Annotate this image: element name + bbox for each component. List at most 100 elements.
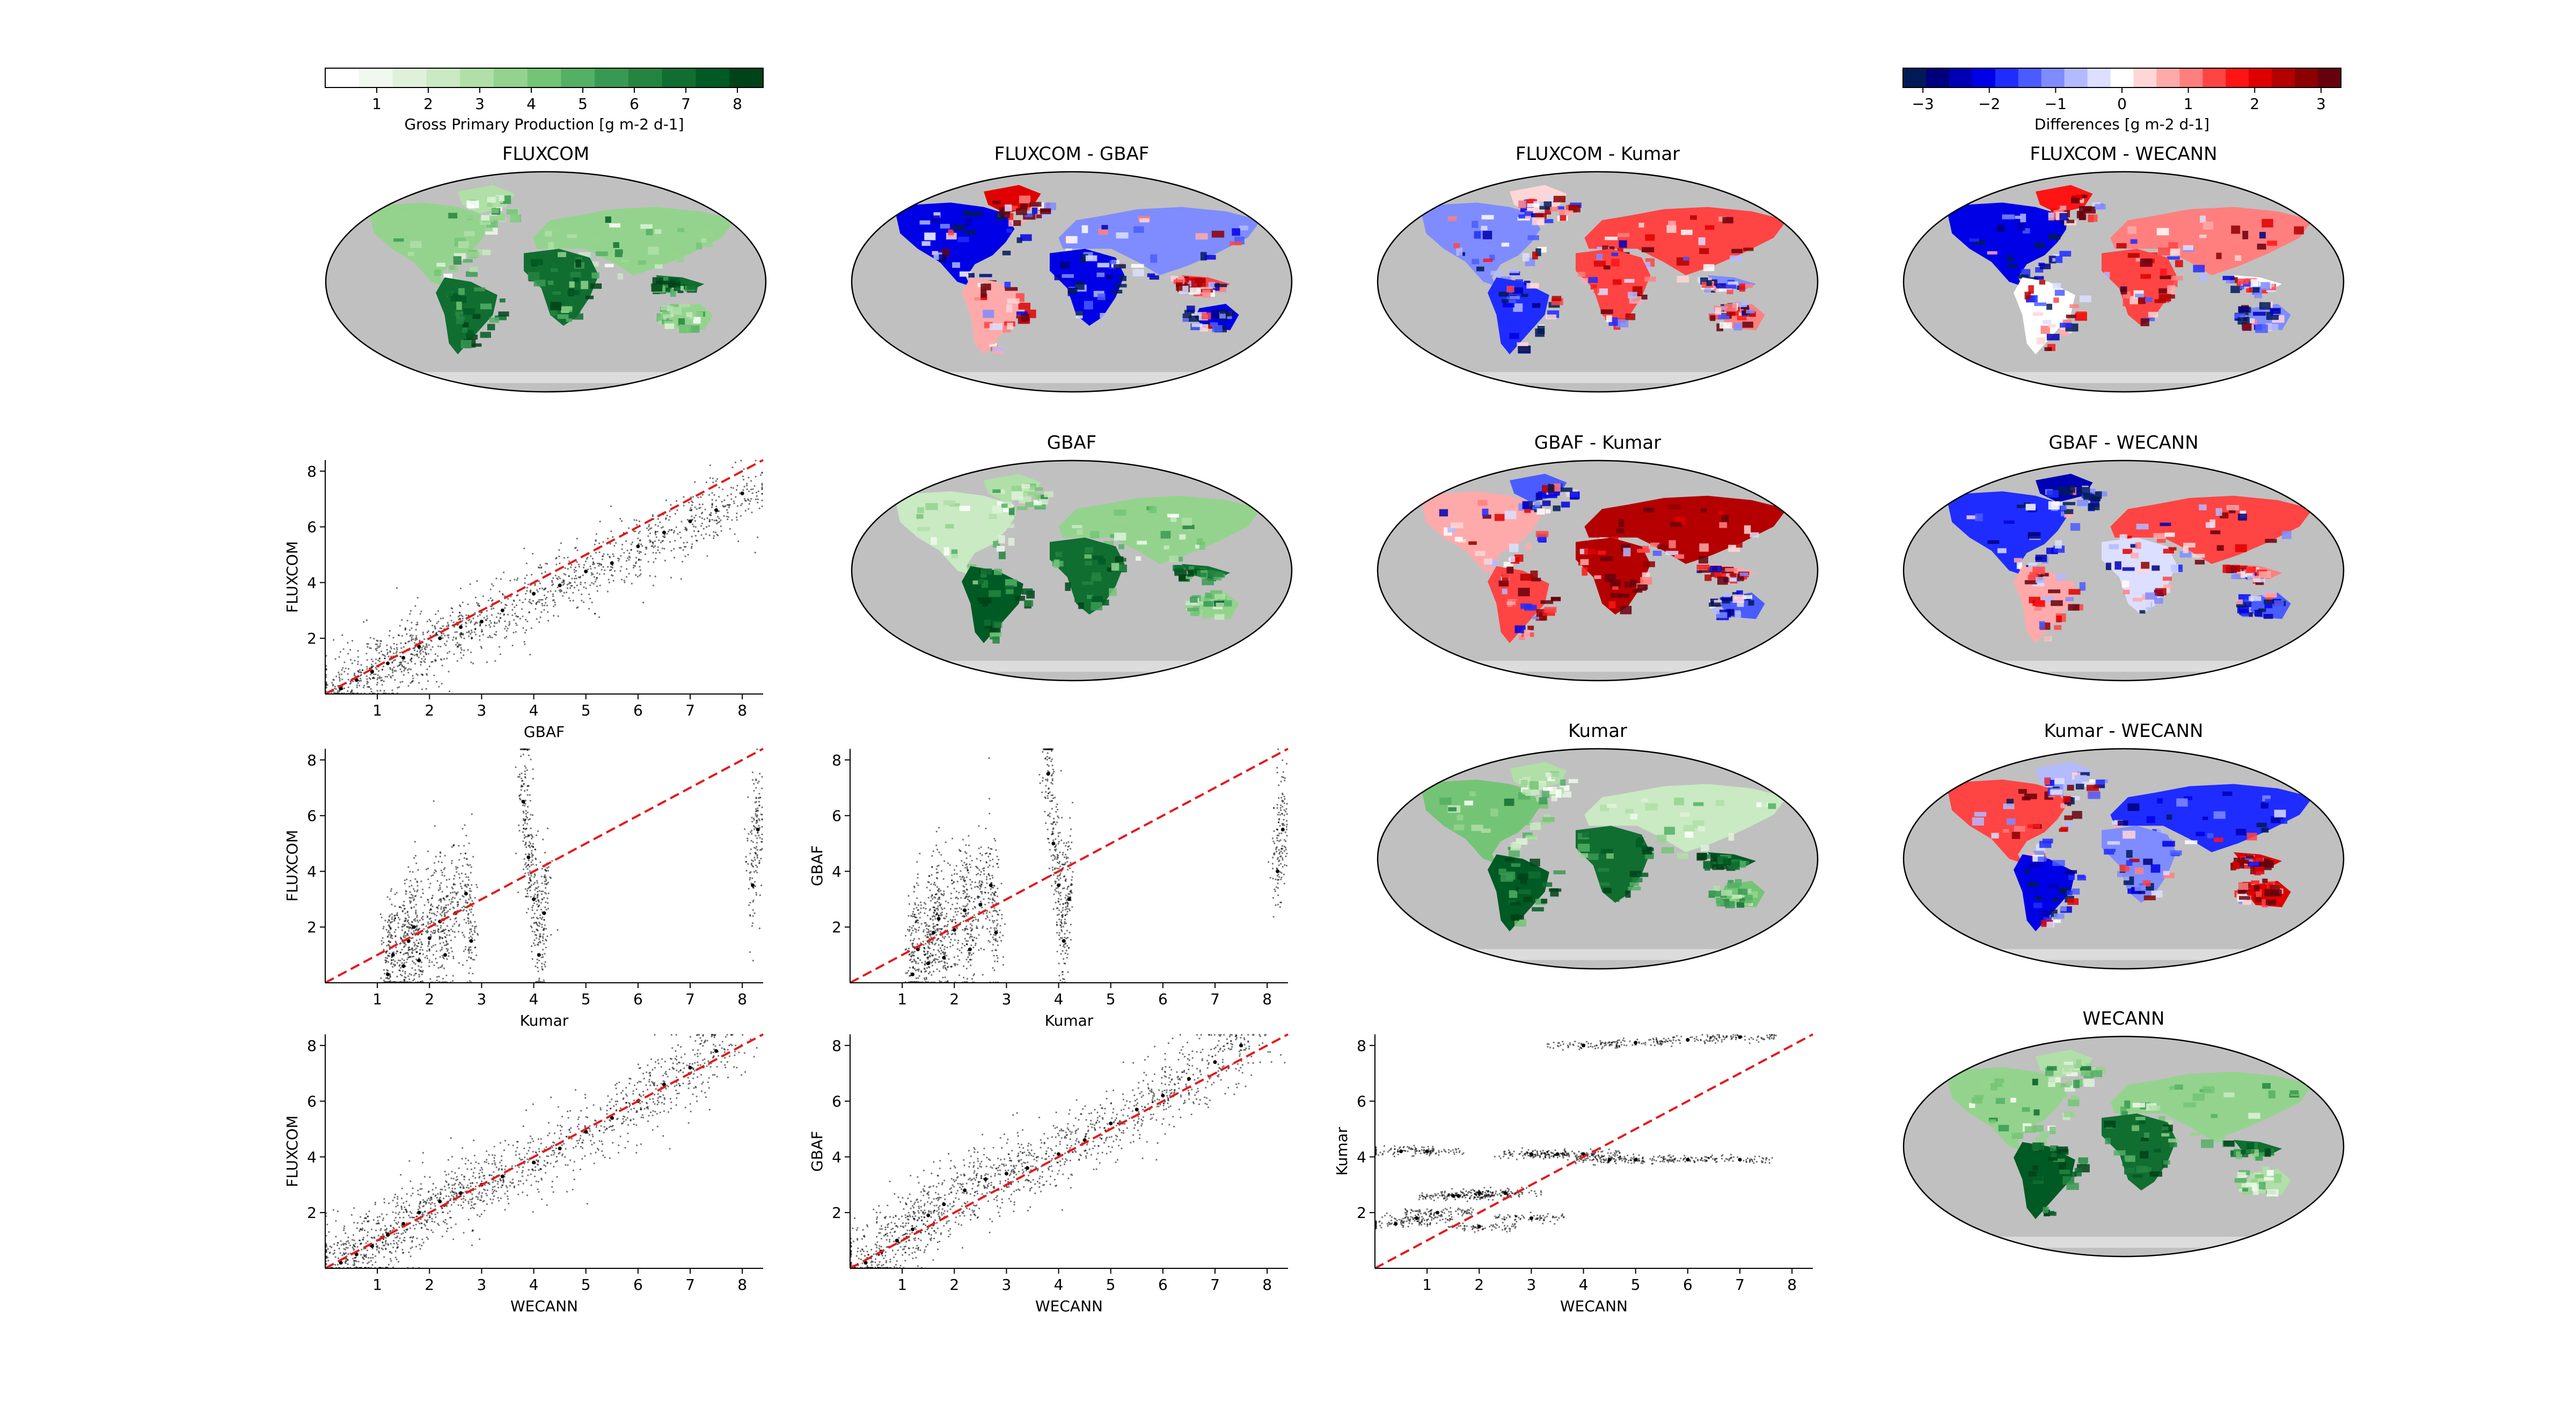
land-pixel [1699, 543, 1709, 552]
land-pixel [447, 291, 453, 297]
land-pixel [533, 279, 546, 287]
land-pixel [2134, 867, 2144, 874]
land-pixel [1132, 269, 1144, 276]
land-pixel [2015, 839, 2022, 846]
land-pixel [1200, 252, 1207, 261]
land-pixel [2192, 1093, 2205, 1101]
land-pixel [2050, 1126, 2056, 1134]
land-pixel [2141, 561, 2150, 569]
y-tick-label: 2 [307, 630, 317, 647]
land-pixel [1717, 576, 1728, 585]
land-pixel [2139, 610, 2146, 614]
land-pixel [1054, 274, 1067, 281]
land-pixel [2257, 288, 2268, 294]
land-pixel [2080, 295, 2091, 303]
land-pixel [2264, 889, 2273, 896]
colorbar-tick-label: 1 [2184, 95, 2193, 113]
land-pixel [2253, 578, 2265, 582]
scatter-point [968, 947, 972, 952]
land-pixel [2072, 810, 2082, 819]
land-pixel [2223, 1092, 2235, 1098]
land-pixel [1974, 812, 1987, 817]
land-pixel [1439, 509, 1448, 517]
land-pixel [1699, 556, 1708, 564]
globe-outline [1902, 171, 2345, 393]
scatter-point [1456, 1194, 1460, 1198]
land-pixel [2146, 816, 2155, 823]
land-pixel [1545, 206, 1552, 215]
land-pixel [2167, 285, 2176, 294]
land-pixel [2018, 788, 2027, 794]
land-pixel [1502, 588, 1507, 595]
scatter-point [417, 1210, 421, 1215]
map-title: FLUXCOM - Kumar [1516, 143, 1680, 165]
land-pixel [1580, 853, 1589, 858]
land-pixel [2028, 285, 2034, 294]
reference-line-1to1 [325, 748, 764, 984]
x-tick-label: 2 [949, 990, 959, 1008]
land-pixel [1716, 812, 1725, 815]
land-pixel [1568, 779, 1578, 783]
land-pixel [1677, 275, 1689, 283]
land-pixel [1183, 278, 1196, 282]
land-region [2110, 495, 2313, 564]
map-title: FLUXCOM [502, 143, 589, 165]
land-pixel [2104, 849, 2116, 855]
land-pixel [2132, 597, 2142, 602]
land-pixel [2080, 1066, 2091, 1071]
land-pixel [1728, 281, 1738, 287]
land-pixel [2038, 262, 2045, 266]
land-pixel [1737, 795, 1745, 802]
land-pixel [970, 211, 983, 217]
land-pixel [1475, 551, 1485, 556]
land-pixel [2234, 313, 2245, 318]
land-pixel [964, 230, 976, 235]
land-pixel [2068, 589, 2081, 595]
land-pixel [1100, 313, 1106, 318]
land-pixel [1725, 284, 1737, 289]
land-pixel [2024, 291, 2031, 300]
land-pixel [2051, 207, 2057, 213]
land-pixel [1564, 210, 1574, 216]
land-pixel [1696, 852, 1707, 857]
land-pixel [978, 579, 984, 584]
scatter-point [521, 800, 525, 804]
land-pixel [2062, 502, 2076, 506]
land-pixel [2025, 503, 2036, 510]
land-pixel [1187, 608, 1199, 612]
land-pixel [1537, 325, 1545, 334]
land-pixel [2029, 886, 2038, 890]
land-pixel [2058, 1163, 2066, 1170]
land-pixel [1509, 543, 1519, 552]
land-pixel [1187, 570, 1194, 577]
land-pixel [1150, 254, 1158, 263]
y-axis-label: FLUXCOM [283, 541, 301, 613]
land-pixel [1717, 309, 1729, 315]
land-pixel [434, 269, 441, 276]
land-pixel [2253, 311, 2266, 316]
land-pixel [957, 236, 969, 243]
x-tick-label: 5 [581, 702, 591, 719]
land-pixel [1732, 859, 1743, 863]
land-pixel [1736, 540, 1743, 548]
scatter-point [438, 636, 442, 640]
land-pixel [1668, 540, 1676, 549]
land-pixel [1029, 202, 1042, 207]
land-pixel [1560, 779, 1566, 786]
land-pixel [2034, 243, 2045, 249]
map-title: WECANN [2083, 1008, 2165, 1029]
land-pixel [2074, 775, 2087, 780]
land-pixel [1524, 630, 1530, 638]
land-pixel [2246, 288, 2256, 293]
land-pixel [1033, 499, 1042, 505]
land-pixel [992, 620, 1001, 629]
land-pixel [2104, 1121, 2116, 1128]
land-pixel [1744, 525, 1751, 534]
land-pixel [1173, 565, 1182, 571]
land-pixel [2274, 600, 2284, 607]
land-pixel [1618, 594, 1630, 598]
colorbar-segment [1995, 68, 2019, 87]
land-pixel [1975, 513, 1983, 521]
land-pixel [1098, 558, 1106, 565]
land-pixel [1541, 899, 1548, 904]
